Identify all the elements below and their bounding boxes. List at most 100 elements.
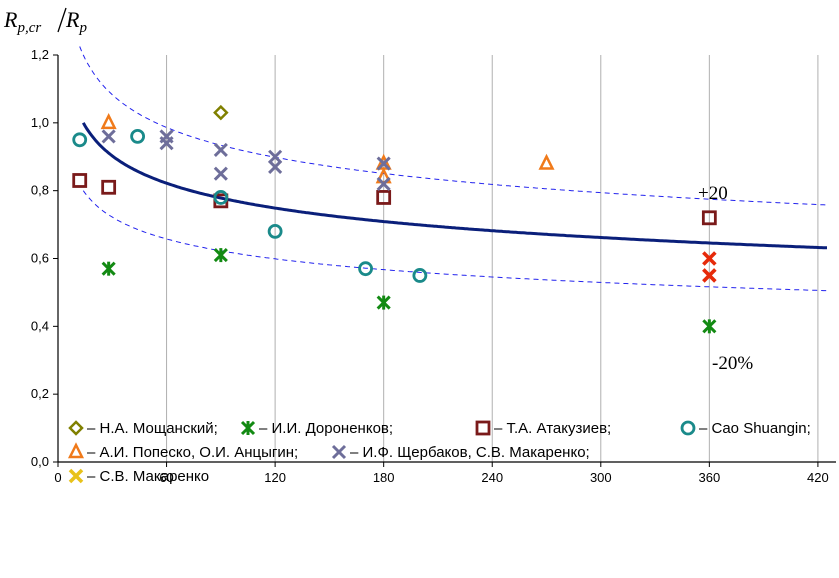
legend-marker-boldx: [68, 468, 84, 484]
point-asterisk: [702, 319, 717, 334]
lower-band-line: [82, 190, 828, 292]
point-square: [376, 190, 392, 205]
x-stroke: [268, 149, 283, 164]
legend-label: – И.Ф. Щербаков, С.В. Макаренко;: [350, 444, 590, 461]
x-tick-label: 120: [264, 470, 286, 485]
point-x: [159, 136, 174, 151]
x-stroke: [376, 156, 391, 171]
legend-label: – Н.А. Мощанский;: [87, 420, 218, 437]
x-stroke: [213, 142, 228, 158]
square-marker: [72, 173, 88, 188]
x-tick-label: 420: [807, 470, 829, 485]
boldx-stroke: [702, 251, 717, 266]
square-marker: [701, 210, 717, 226]
diamond-marker: [68, 420, 84, 436]
x-stroke: [268, 159, 283, 174]
point-x: [101, 129, 116, 144]
point-circle: [267, 223, 283, 239]
fit-curve-line: [81, 122, 827, 250]
fit-curve: [81, 122, 827, 250]
point-circle: [358, 261, 373, 277]
ylabel-num-main: R: [3, 7, 18, 32]
square-marker: [376, 190, 392, 205]
point-circle: [130, 128, 146, 144]
legend-label: – С.В. Макаренко: [87, 468, 209, 485]
point-triangle: [538, 153, 555, 170]
ylabel-den-sub: p: [78, 20, 87, 36]
circle-marker: [130, 128, 146, 144]
tolerance-bands: [79, 46, 828, 292]
x-tick-label: 240: [481, 470, 503, 485]
boldx-stroke: [68, 468, 84, 484]
y-tick-label: 0,0: [31, 454, 49, 469]
y-axis-label-den: Rp: [65, 7, 87, 36]
triangle-marker: [538, 153, 555, 170]
grid-lines: [166, 55, 819, 462]
x-stroke: [213, 166, 228, 181]
x-tick-label: 360: [698, 470, 720, 485]
legend-label: – Т.А. Атакузиев;: [494, 420, 611, 437]
point-diamond: [213, 104, 229, 121]
point-x: [268, 149, 283, 164]
annotation-lower: -20%: [712, 353, 753, 374]
x-stroke: [159, 136, 174, 151]
point-x: [376, 176, 391, 191]
point-x: [213, 142, 228, 158]
point-asterisk: [213, 248, 228, 263]
point-triangle: [100, 113, 117, 130]
y-tick-label: 0,4: [31, 318, 49, 333]
point-square: [72, 173, 88, 188]
x-tick-label: 300: [590, 470, 612, 485]
legend-marker-diamond: [68, 420, 84, 436]
y-tick-labels: 0,0 0,2 0,4 0,6 0,8 1,0 1,2: [31, 47, 49, 469]
legend-label: – А.И. Попеско, О.И. Анцыгин;: [87, 444, 298, 461]
legend-label: – Cao Shuangin;: [699, 420, 811, 437]
diamond-marker: [213, 104, 229, 121]
point-asterisk: [376, 295, 391, 310]
square-marker: [101, 179, 117, 195]
x-stroke: [376, 176, 391, 191]
y-tick-label: 0,8: [31, 183, 49, 198]
legend-marker-asterisk: [240, 420, 256, 436]
y-tick-label: 0,2: [31, 386, 49, 401]
point-x: [376, 156, 391, 171]
point-boldx: [702, 251, 717, 266]
legend-marker-triangle: [67, 442, 85, 459]
point-asterisk: [101, 261, 116, 276]
point-x: [268, 159, 283, 174]
y-axis-label: Rp,cr: [3, 7, 41, 36]
legend: – Н.А. Мощанский; – И.И. Дороненков; – Т.А…: [67, 420, 811, 485]
point-square: [701, 210, 717, 226]
circle-marker: [680, 420, 696, 436]
square-marker: [475, 420, 491, 436]
upper-band-line: [79, 46, 828, 206]
y-axis-label-slash: [57, 7, 67, 33]
boldx-stroke: [702, 268, 717, 283]
point-circle: [72, 132, 88, 148]
legend-marker-circle: [680, 420, 696, 436]
x-tick-label: 0: [54, 470, 61, 485]
y-tick-label: 1,0: [31, 115, 49, 130]
point-circle: [412, 268, 428, 283]
circle-marker: [267, 223, 283, 239]
circle-marker: [213, 190, 229, 205]
circle-marker: [412, 268, 428, 283]
legend-label: – И.И. Дороненков;: [259, 420, 393, 437]
ylabel-num-sub: p,cr: [16, 20, 41, 36]
data-points: [72, 104, 717, 334]
y-tick-label: 1,2: [31, 47, 49, 62]
x-stroke: [331, 444, 347, 460]
triangle-marker: [67, 442, 85, 459]
point-circle: [213, 190, 229, 205]
x-stroke: [101, 129, 116, 144]
x-tick-label: 60: [159, 470, 173, 485]
legend-marker-square: [475, 420, 491, 436]
triangle-marker: [100, 113, 117, 130]
circle-marker: [358, 261, 373, 277]
annotation-upper: +20: [698, 183, 728, 204]
point-x: [213, 166, 228, 181]
y-tick-label: 0,6: [31, 251, 49, 266]
ylabel-den-main: R: [65, 7, 80, 32]
legend-marker-x: [331, 444, 347, 460]
